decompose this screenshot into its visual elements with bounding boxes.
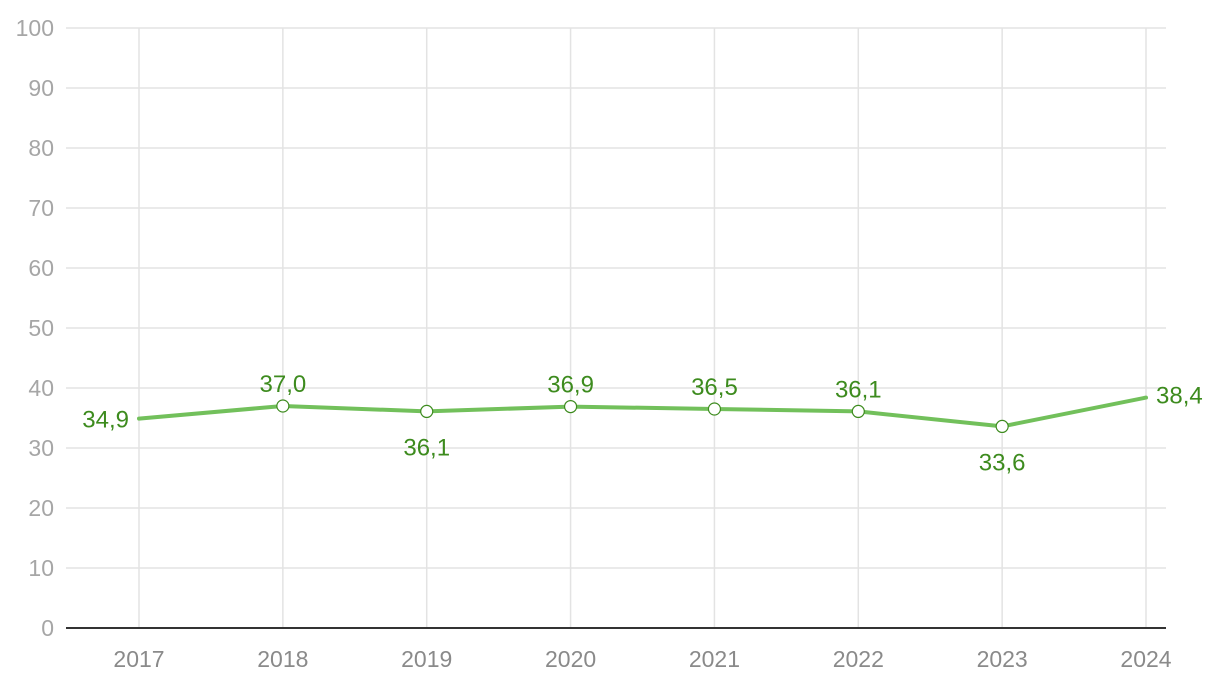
x-tick-label-2020: 2020 [545, 646, 596, 672]
y-tick-label-70: 70 [28, 195, 54, 221]
data-point-2019 [420, 404, 434, 418]
x-tick-label-2021: 2021 [689, 646, 740, 672]
y-tick-label-90: 90 [28, 75, 54, 101]
x-tick-label-2017: 2017 [113, 646, 164, 672]
y-tick-label-20: 20 [28, 495, 54, 521]
y-tick-label-50: 50 [28, 315, 54, 341]
data-label-2019: 36,1 [403, 434, 450, 461]
data-point-2018 [276, 399, 290, 413]
data-point-2023 [995, 419, 1009, 433]
x-tick-label-2024: 2024 [1120, 646, 1171, 672]
data-label-2022: 36,1 [835, 376, 882, 403]
vertical-gridlines [138, 28, 1147, 628]
series-group [137, 395, 1148, 433]
data-label-2017: 34,9 [82, 407, 129, 434]
data-labels: 34,9 37,0 36,1 36,9 36,5 36,1 33,6 38,4 [82, 371, 1202, 476]
data-label-2018: 37,0 [260, 371, 307, 398]
y-tick-label-100: 100 [16, 15, 54, 41]
data-label-2024: 38,4 [1156, 383, 1203, 410]
data-point-2021 [707, 402, 722, 416]
x-tick-label-2018: 2018 [257, 646, 308, 672]
y-tick-label-30: 30 [28, 435, 54, 461]
y-tick-label-0: 0 [41, 615, 54, 641]
data-label-2023: 33,6 [979, 449, 1026, 476]
x-tick-label-2022: 2022 [833, 646, 884, 672]
y-tick-label-40: 40 [28, 375, 54, 401]
y-tick-label-10: 10 [28, 555, 54, 581]
data-point-2022 [851, 404, 865, 418]
y-tick-label-60: 60 [28, 255, 54, 281]
horizontal-gridlines [66, 27, 1166, 569]
y-axis-tick-labels: 0 10 20 30 40 50 60 70 80 90 100 [16, 15, 54, 641]
x-tick-label-2023: 2023 [977, 646, 1028, 672]
data-point-2020 [563, 400, 578, 414]
data-label-2021: 36,5 [691, 374, 738, 401]
series-line [137, 395, 1148, 429]
y-tick-label-80: 80 [28, 135, 54, 161]
data-label-2020: 36,9 [547, 372, 594, 399]
x-axis-tick-labels: 2017 2018 2019 2020 2021 2022 2023 2024 [113, 646, 1171, 672]
x-tick-label-2019: 2019 [401, 646, 452, 672]
